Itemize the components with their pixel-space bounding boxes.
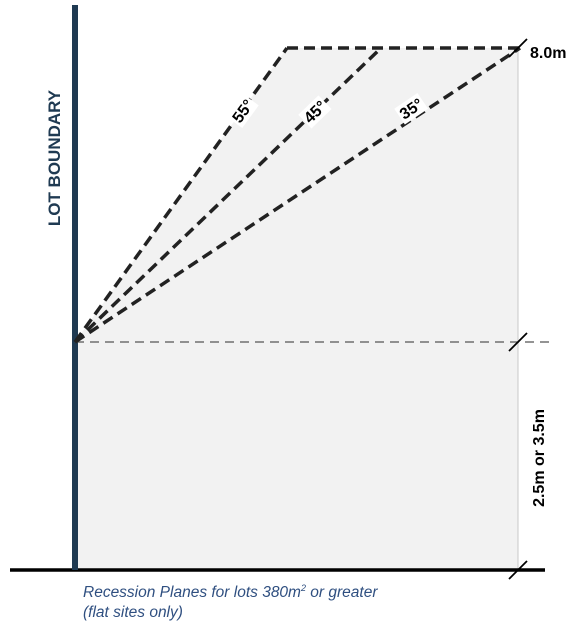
tick-middle <box>508 332 528 352</box>
caption-line-1-suffix: or greater <box>305 584 378 602</box>
caption-line-2: (flat sites only) <box>83 604 183 622</box>
plane-line-45 <box>73 46 383 344</box>
caption-superscript: 2 <box>300 583 306 593</box>
caption-line-1-prefix: Recession Planes for lots 380m <box>83 584 301 602</box>
building-envelope-fill <box>75 48 518 570</box>
height-label-lower: 2.5m or 3.5m <box>531 409 548 507</box>
tick-bottom <box>508 560 528 580</box>
lot-boundary-label: LOT BOUNDARY <box>45 89 64 226</box>
plane-line-55 <box>73 46 289 344</box>
tick-top <box>508 38 528 58</box>
caption-line-1: Recession Planes for lots 380m2 or great… <box>83 578 378 603</box>
diagram-caption: Recession Planes for lots 380m2 or great… <box>83 578 378 623</box>
height-label-top: 8.0m <box>530 45 566 62</box>
plane-line-35 <box>74 46 521 344</box>
